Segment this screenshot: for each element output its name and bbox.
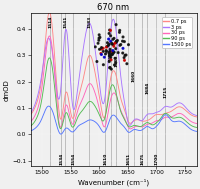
Text: 1610: 1610 xyxy=(103,152,107,165)
0.7 ps xyxy=(111,71,113,74)
0.7 ps xyxy=(28,115,31,117)
90 ps xyxy=(37,114,39,116)
30 ps xyxy=(28,121,31,124)
30 ps xyxy=(48,35,51,37)
Line: 1500 ps: 1500 ps xyxy=(29,106,199,134)
30 ps xyxy=(111,94,113,96)
Text: 1684: 1684 xyxy=(146,81,150,94)
1500 ps xyxy=(60,133,62,135)
Line: 30 ps: 30 ps xyxy=(29,36,199,129)
30 ps xyxy=(37,106,39,108)
Text: 1715: 1715 xyxy=(163,85,167,98)
3 ps xyxy=(162,107,165,109)
Text: 1583: 1583 xyxy=(88,16,92,28)
3 ps xyxy=(193,114,196,116)
90 ps xyxy=(107,102,109,104)
Text: 1630: 1630 xyxy=(115,55,119,67)
1500 ps xyxy=(198,131,200,133)
Text: 1541: 1541 xyxy=(64,15,68,28)
0.7 ps xyxy=(106,99,109,101)
30 ps xyxy=(193,122,196,124)
90 ps xyxy=(28,126,31,128)
90 ps xyxy=(48,57,51,59)
Text: 1534: 1534 xyxy=(60,153,64,165)
Title: 670 nm: 670 nm xyxy=(97,3,130,12)
90 ps xyxy=(162,114,165,116)
1500 ps xyxy=(37,124,39,126)
Text: 1675: 1675 xyxy=(140,153,144,165)
0.7 ps xyxy=(48,11,51,13)
Text: 1554: 1554 xyxy=(71,153,75,165)
30 ps xyxy=(106,114,109,117)
1500 ps xyxy=(28,130,31,132)
3 ps xyxy=(28,113,31,115)
1500 ps xyxy=(193,130,196,132)
1500 ps xyxy=(111,114,113,117)
90 ps xyxy=(193,126,196,128)
Line: 3 ps: 3 ps xyxy=(29,19,199,125)
3 ps xyxy=(111,21,113,23)
Legend: 0.7 ps, 3 ps, 30 ps, 90 ps, 1500 ps: 0.7 ps, 3 ps, 30 ps, 90 ps, 1500 ps xyxy=(162,17,192,48)
Y-axis label: dmOD: dmOD xyxy=(3,79,9,101)
Text: 1660: 1660 xyxy=(132,70,136,82)
1500 ps xyxy=(162,115,165,117)
3 ps xyxy=(112,18,114,20)
1500 ps xyxy=(107,124,109,127)
X-axis label: Wavenumber (cm⁻¹): Wavenumber (cm⁻¹) xyxy=(78,178,149,186)
3 ps xyxy=(106,68,109,70)
0.7 ps xyxy=(193,115,196,118)
0.7 ps xyxy=(162,113,165,115)
3 ps xyxy=(198,115,200,117)
90 ps xyxy=(198,127,200,129)
90 ps xyxy=(193,126,196,128)
3 ps xyxy=(37,93,39,95)
30 ps xyxy=(129,128,132,130)
0.7 ps xyxy=(193,115,196,118)
1500 ps xyxy=(193,130,196,132)
Text: 1700: 1700 xyxy=(155,152,159,165)
Line: 0.7 ps: 0.7 ps xyxy=(29,12,199,123)
Line: 90 ps: 90 ps xyxy=(29,58,199,129)
3 ps xyxy=(193,114,196,116)
1500 ps xyxy=(48,105,50,107)
30 ps xyxy=(193,122,196,124)
3 ps xyxy=(129,124,131,126)
Text: 1514: 1514 xyxy=(48,15,52,28)
Text: 1620: 1620 xyxy=(109,48,113,61)
Text: 1651: 1651 xyxy=(127,153,131,165)
0.7 ps xyxy=(198,116,200,118)
0.7 ps xyxy=(129,122,131,125)
30 ps xyxy=(162,117,165,119)
30 ps xyxy=(198,123,200,125)
90 ps xyxy=(111,84,113,86)
90 ps xyxy=(59,128,62,130)
0.7 ps xyxy=(37,98,39,100)
